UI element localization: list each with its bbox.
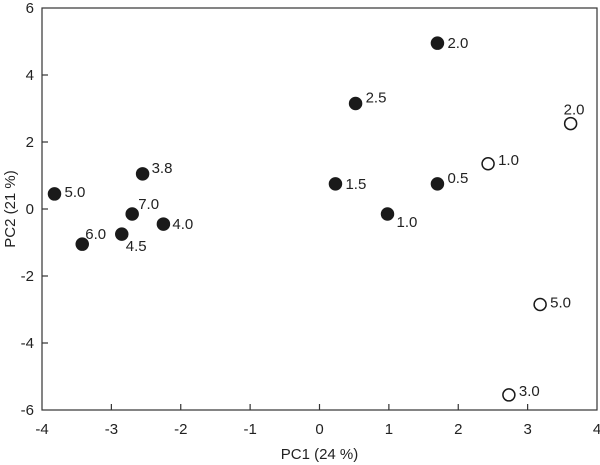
y-tick-label: 4 xyxy=(26,67,34,84)
filled-data-point xyxy=(115,227,129,241)
y-axis-title: PC2 (21 %) xyxy=(2,170,19,248)
x-tick-label: 4 xyxy=(593,421,600,438)
open-data-point xyxy=(563,116,578,131)
data-points: 2.0 2.5 1.5 0.5 1.0 5.0 3.8 7.0 4.0 4.5 6.0 2.0 1.0 5… xyxy=(47,35,585,402)
filled-data-point xyxy=(430,36,445,50)
data-point-label: 1.5 xyxy=(345,176,366,193)
data-point-label: 0.5 xyxy=(447,170,468,187)
filled-data-point xyxy=(348,96,363,111)
open-data-point xyxy=(481,157,495,171)
y-tick-label: 2 xyxy=(26,134,34,151)
data-point-label: 2.0 xyxy=(447,35,468,52)
data-point-label: 3.8 xyxy=(152,160,173,177)
y-tick-label: 6 xyxy=(26,0,34,17)
data-point-label: 2.5 xyxy=(366,89,387,106)
x-axis-title: PC1 (24 %) xyxy=(281,446,359,463)
data-point-label: 5.0 xyxy=(64,184,85,201)
filled-data-point xyxy=(328,177,343,191)
data-point-label: 1.0 xyxy=(498,152,519,169)
data-point-label: 5.0 xyxy=(550,294,571,311)
filled-data-point xyxy=(75,237,89,251)
x-axis: -4 -3 -2 -1 0 1 2 3 4 xyxy=(35,404,600,438)
x-tick-label: -3 xyxy=(105,421,118,438)
x-tick-label: 1 xyxy=(385,421,393,438)
x-tick-label: 0 xyxy=(315,421,323,438)
x-tick-label: -1 xyxy=(243,421,256,438)
open-data-point xyxy=(533,297,547,312)
filled-data-point xyxy=(380,207,395,221)
x-tick-label: 3 xyxy=(523,421,531,438)
x-tick-label: -4 xyxy=(35,421,48,438)
data-point-label: 7.0 xyxy=(138,196,159,213)
y-tick-label: -4 xyxy=(21,335,34,352)
filled-data-point xyxy=(135,167,150,181)
y-tick-label: -2 xyxy=(21,268,34,285)
filled-data-point xyxy=(430,177,445,191)
y-tick-label: 0 xyxy=(26,201,34,218)
filled-data-point xyxy=(125,207,139,221)
plot-frame xyxy=(41,7,598,411)
y-axis: -6 -4 -2 0 2 4 6 xyxy=(21,0,48,419)
x-tick-label: -2 xyxy=(174,421,187,438)
data-point-label: 6.0 xyxy=(85,226,106,243)
data-point-label: 4.0 xyxy=(172,216,193,233)
filled-data-point xyxy=(47,187,62,201)
filled-data-point xyxy=(156,217,171,231)
x-tick-label: 2 xyxy=(454,421,462,438)
data-point-label: 4.5 xyxy=(126,238,147,255)
data-point-label: 3.0 xyxy=(519,383,540,400)
open-data-point xyxy=(502,388,516,402)
y-tick-label: -6 xyxy=(21,402,34,419)
data-point-label: 1.0 xyxy=(396,214,417,231)
data-point-label: 2.0 xyxy=(564,102,585,119)
